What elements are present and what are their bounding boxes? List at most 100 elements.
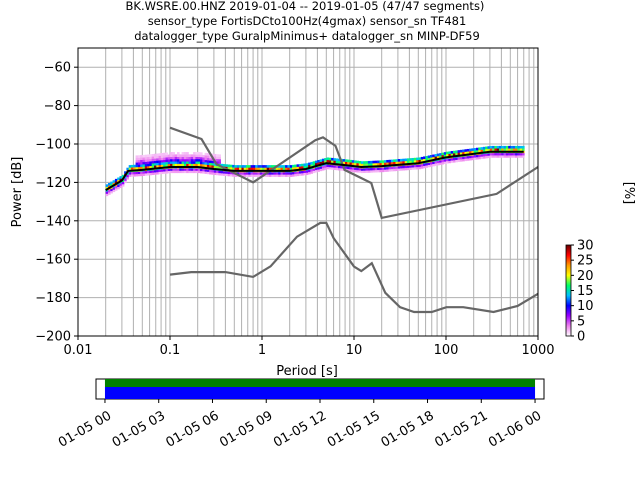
histogram-cell (406, 160, 410, 164)
histogram-cell (434, 163, 438, 166)
histogram-cell (156, 153, 159, 157)
histogram-cell (195, 152, 198, 155)
histogram-cell (280, 165, 284, 168)
histogram-cell (498, 152, 502, 156)
histogram-cell (351, 162, 355, 166)
histogram-cell (142, 161, 146, 165)
histogram-cell (275, 172, 279, 175)
histogram-cell (216, 165, 219, 169)
histogram-cell (416, 159, 419, 163)
histogram-cell (425, 165, 428, 168)
histogram-cell (363, 170, 366, 174)
histogram-cell (328, 164, 332, 168)
histogram-cell (427, 164, 431, 168)
histogram-cell (462, 158, 465, 162)
histogram-cell (227, 171, 231, 175)
histogram-cell (181, 168, 185, 171)
histogram-cell (455, 157, 458, 160)
histogram-cell (218, 172, 221, 176)
histogram-cell (482, 153, 486, 157)
histogram-cell (264, 167, 267, 171)
histogram-cell (443, 159, 447, 162)
histogram-cell (199, 159, 203, 162)
histogram-cell (137, 166, 141, 170)
histogram-cell (206, 153, 210, 156)
histogram-cell (298, 170, 302, 174)
histogram-cell (213, 165, 217, 169)
histogram-cell (372, 167, 376, 171)
histogram-cell (236, 172, 240, 175)
histogram-cell (181, 170, 185, 174)
histogram-cell (259, 167, 263, 171)
histogram-cell (186, 170, 189, 174)
histogram-cell (448, 158, 451, 161)
histogram-cell (393, 159, 396, 163)
histogram-cell (519, 145, 523, 149)
histogram-cell (275, 174, 279, 177)
histogram-cell (124, 175, 127, 179)
histogram-cell (349, 166, 353, 170)
histogram-cell (347, 166, 350, 170)
histogram-cell (147, 159, 150, 162)
histogram-cell (372, 163, 376, 166)
histogram-cell (259, 174, 263, 177)
histogram-cell (153, 165, 157, 168)
histogram-cell (303, 172, 307, 176)
histogram-cell (176, 156, 180, 160)
histogram-cell (156, 169, 159, 173)
histogram-cell (287, 167, 290, 171)
histogram-cell (487, 146, 491, 149)
histogram-cell (409, 167, 412, 170)
histogram-cell (227, 173, 231, 177)
histogram-cell (363, 161, 366, 164)
histogram-cell (206, 164, 210, 168)
histogram-cell (112, 189, 116, 193)
histogram-cell (165, 154, 169, 158)
histogram-cell (179, 163, 182, 167)
histogram-cell (163, 168, 166, 172)
histogram-cell (225, 164, 228, 167)
histogram-cell (503, 155, 507, 158)
histogram-cell (153, 162, 157, 166)
histogram-cell (418, 166, 422, 170)
histogram-cell (400, 158, 403, 162)
histogram-cell (310, 161, 313, 165)
histogram-cell (243, 165, 247, 168)
histogram-cell (126, 176, 129, 180)
histogram-cell (434, 154, 438, 157)
histogram-cell (193, 168, 196, 171)
histogram-cell (202, 164, 205, 167)
histogram-cell (241, 172, 244, 175)
histogram-cell (464, 158, 468, 162)
histogram-cell (107, 189, 111, 193)
histogram-cell (181, 154, 185, 157)
histogram-cell (496, 152, 500, 156)
histogram-cell (135, 155, 139, 159)
histogram-cell (167, 159, 171, 162)
series-mode (105, 150, 524, 191)
histogram-cell (287, 165, 290, 168)
histogram-cell (429, 157, 433, 160)
histogram-cell (209, 155, 212, 159)
histogram-cell (176, 170, 180, 174)
histogram-cell (211, 172, 215, 175)
histogram-cell (501, 152, 504, 156)
histogram-cell (144, 170, 148, 174)
histogram-cell (308, 169, 311, 173)
histogram-cell (308, 164, 311, 168)
histogram-cell (140, 166, 143, 170)
histogram-cell (434, 156, 438, 159)
histogram-cell (195, 158, 198, 162)
histogram-cell (446, 153, 449, 157)
histogram-cell (112, 180, 116, 183)
histogram-cell (475, 156, 479, 160)
histogram-cell (503, 152, 507, 156)
histogram-cell (432, 156, 435, 160)
histogram-cell (204, 171, 208, 174)
histogram-cell (156, 171, 159, 175)
histogram-cell (278, 167, 281, 171)
histogram-cell (160, 169, 164, 172)
histogram-cell (227, 166, 231, 170)
histogram-cell (386, 169, 389, 172)
histogram-cell (278, 165, 281, 168)
